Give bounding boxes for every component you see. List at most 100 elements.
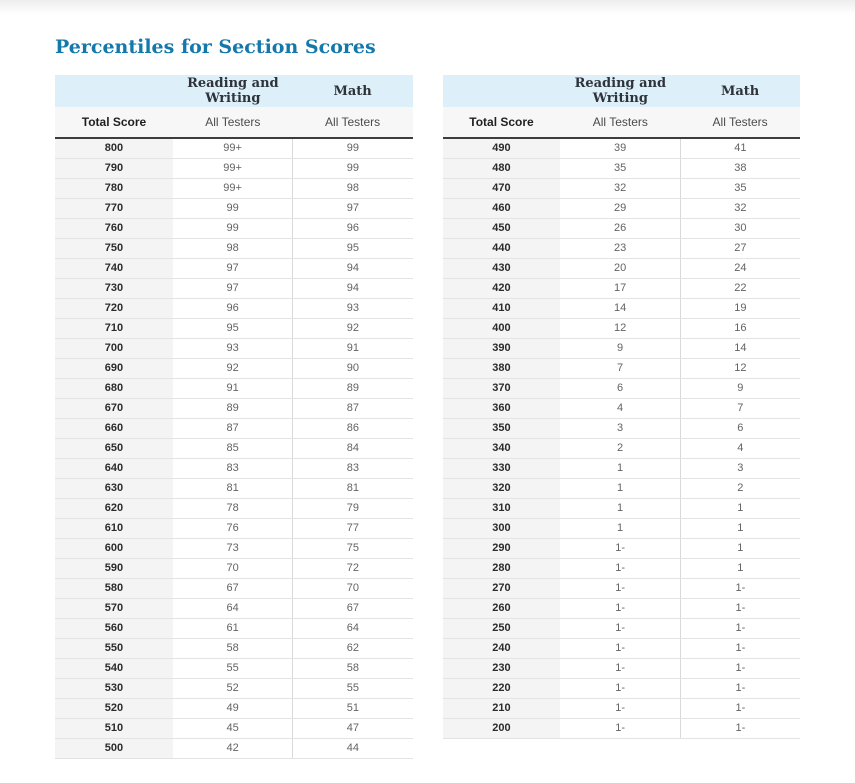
percentile-cell: 30 [679,218,800,239]
table-row: 360 4 7 [442,398,800,419]
percentile-cell: 90 [292,358,413,379]
table-row: 540 55 58 [55,658,413,679]
percentile-cell: 55 [292,678,413,699]
percentile-cell: 81 [292,478,413,499]
total-score-cell: 690 [55,358,173,379]
percentile-cell: 7 [679,398,800,419]
table-row: 210 1- 1- [442,698,800,719]
percentile-cell: 1- [560,598,681,619]
table-row: 250 1- 1- [442,618,800,639]
total-score-cell: 510 [55,718,173,739]
percentile-cell: 91 [292,338,413,359]
table-row: 520 49 51 [55,698,413,719]
percentile-cell: 97 [172,278,293,299]
total-score-cell: 430 [442,258,561,279]
total-score-cell: 790 [55,158,173,179]
total-score-cell: 280 [442,558,561,579]
total-score-header-cell: Total Score [55,107,173,139]
table-row: 730 97 94 [55,278,413,299]
percentile-cell: 12 [679,358,800,379]
percentile-cell: 1- [560,658,681,679]
total-score-cell: 570 [55,598,173,619]
tables-container: Reading and Writing Math Total Score All Te… [55,75,800,759]
percentile-cell: 92 [292,318,413,339]
total-score-cell: 530 [55,678,173,699]
percentile-cell: 1- [679,638,800,659]
percentile-cell: 1- [560,698,681,719]
percentile-cell: 4 [679,438,800,459]
percentile-cell: 1- [679,578,800,599]
table-row: 680 91 89 [55,378,413,399]
table-row: 290 1- 1 [442,538,800,559]
percentile-cell: 32 [679,198,800,219]
percentile-cell: 93 [292,298,413,319]
percentile-cell: 24 [679,258,800,279]
total-score-cell: 550 [55,638,173,659]
total-score-cell: 230 [442,658,561,679]
percentile-cell: 1- [679,718,800,739]
total-score-cell: 360 [442,398,561,419]
percentile-cell: 70 [172,558,293,579]
empty-header-cell [55,75,173,107]
total-score-cell: 350 [442,418,561,439]
percentile-cell: 2 [679,478,800,499]
total-score-cell: 730 [55,278,173,299]
table-row: 620 78 79 [55,498,413,519]
table-row: 230 1- 1- [442,658,800,679]
section-header-cell: Math [680,75,800,107]
percentile-cell: 45 [172,718,293,739]
total-score-cell: 290 [442,538,561,559]
table-row: 670 89 87 [55,398,413,419]
percentile-cell: 17 [560,278,681,299]
percentile-cell: 41 [679,138,800,159]
percentile-cell: 51 [292,698,413,719]
percentile-cell: 67 [172,578,293,599]
table-row: 740 97 94 [55,258,413,279]
percentile-cell: 70 [292,578,413,599]
percentile-cell: 1- [679,698,800,719]
percentile-cell: 23 [560,238,681,259]
percentile-cell: 16 [679,318,800,339]
percentile-cell: 99 [292,138,413,159]
table-row: 200 1- 1- [442,718,800,739]
total-score-cell: 590 [55,558,173,579]
percentile-cell: 1- [560,638,681,659]
table-row: 380 7 12 [442,358,800,379]
percentile-cell: 99 [172,218,293,239]
table-row: 790 99+ 99 [55,158,413,179]
total-score-cell: 720 [55,298,173,319]
table-row: 450 26 30 [442,218,800,239]
total-score-cell: 310 [442,498,561,519]
percentiles-table-low-scores: Reading and Writing Math Total Score All Te… [442,75,800,739]
percentile-cell: 52 [172,678,293,699]
percentile-cell: 9 [560,338,681,359]
percentile-cell: 9 [679,378,800,399]
percentiles-table-high-scores: Reading and Writing Math Total Score All Te… [55,75,413,759]
percentile-cell: 99+ [172,158,293,179]
table-row: 300 1 1 [442,518,800,539]
total-score-cell: 560 [55,618,173,639]
table-row: 310 1 1 [442,498,800,519]
page-title: Percentiles for Section Scores [55,36,376,58]
section-header-cell: Reading and Writing [172,75,293,107]
total-score-cell: 630 [55,478,173,499]
percentile-cell: 67 [292,598,413,619]
percentile-cell: 32 [560,178,681,199]
table-row: 280 1- 1 [442,558,800,579]
percentile-cell: 42 [172,738,293,759]
percentile-cell: 14 [560,298,681,319]
table-row: 610 76 77 [55,518,413,539]
total-score-cell: 210 [442,698,561,719]
table-row: 660 87 86 [55,418,413,439]
column-header-row: Total Score All Testers All Testers [55,107,413,139]
percentile-cell: 1- [560,538,681,559]
percentile-cell: 27 [679,238,800,259]
percentile-cell: 55 [172,658,293,679]
total-score-cell: 660 [55,418,173,439]
percentile-cell: 99 [172,198,293,219]
total-score-cell: 600 [55,538,173,559]
total-score-header-cell: Total Score [442,107,561,139]
percentile-cell: 75 [292,538,413,559]
table-row: 700 93 91 [55,338,413,359]
all-testers-header-cell: All Testers [172,107,293,139]
